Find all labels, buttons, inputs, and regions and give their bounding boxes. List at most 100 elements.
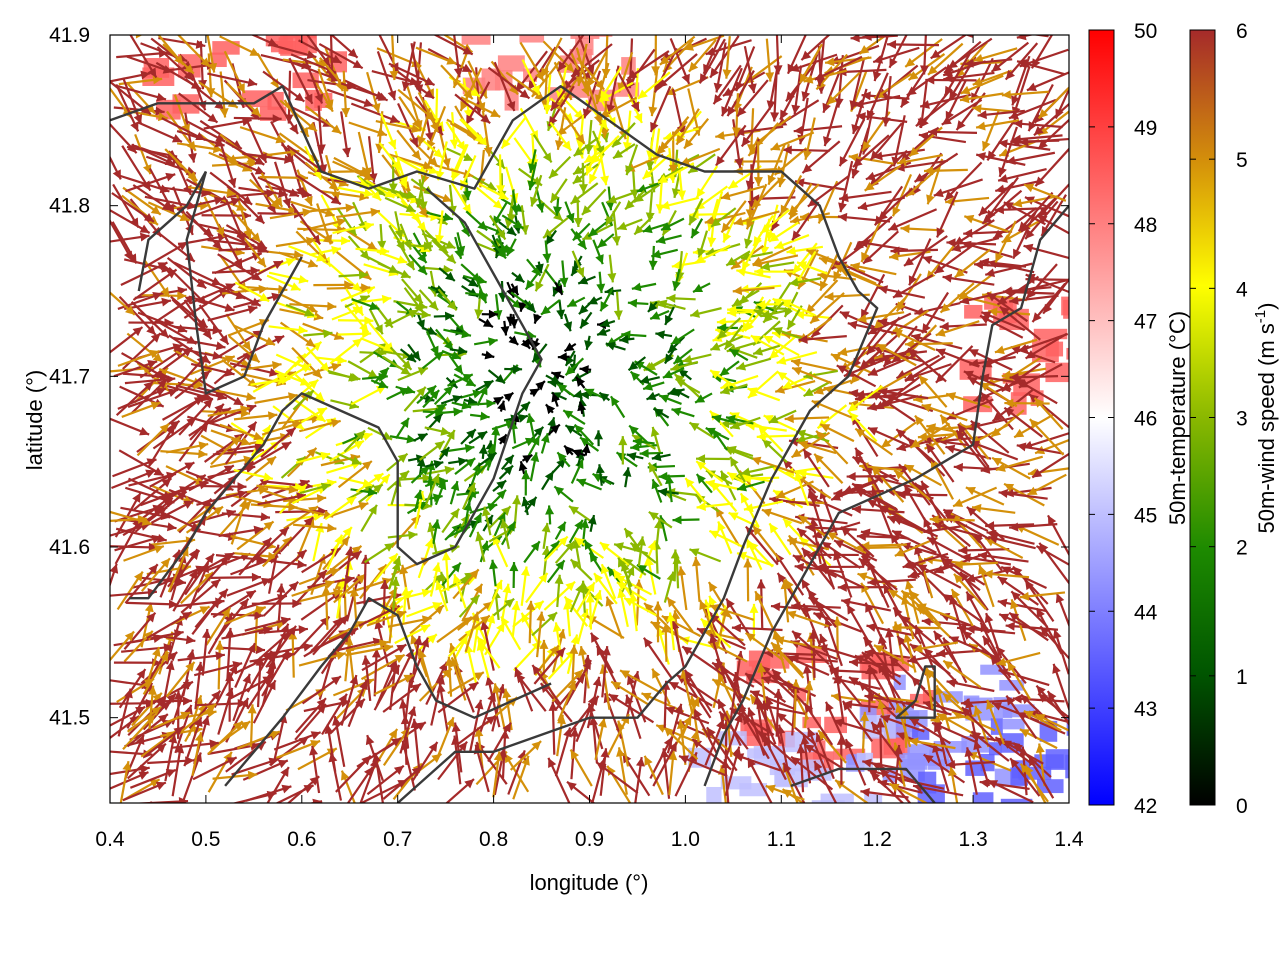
wind-arrow [468, 430, 488, 445]
wind-arrow [925, 442, 955, 483]
wind-arrow [647, 462, 663, 487]
wind-arrow [556, 35, 585, 72]
wind-arrow [329, 263, 363, 293]
wind-arrow [743, 46, 757, 94]
temperature-colorbar-tick-label: 45 [1134, 504, 1157, 527]
wind-arrow [120, 261, 168, 287]
temperature-cell [613, 14, 630, 31]
wind-arrow [813, 760, 838, 803]
wind-arrow [625, 144, 639, 176]
wind-arrow [757, 663, 767, 705]
wind-arrow [492, 751, 503, 798]
wind-arrow [110, 542, 158, 552]
wind-arrow [136, 422, 170, 457]
wind-arrow [453, 35, 463, 78]
temperature-colorbar-tick-label: 43 [1134, 698, 1157, 721]
contour-line [110, 84, 879, 803]
wind-arrow [672, 268, 681, 291]
wind-arrow [1040, 194, 1067, 237]
wind-arrow [872, 46, 920, 64]
wind-arrow [239, 126, 286, 144]
wind-arrow [762, 736, 787, 781]
wind-arrow [735, 357, 772, 371]
wind-arrow [110, 208, 151, 234]
wind-arrow [658, 471, 685, 481]
temperature-cell [820, 793, 854, 803]
wind-arrow [234, 642, 256, 688]
wind-arrow [1025, 332, 1068, 360]
wind-arrow [626, 452, 644, 461]
wind-arrow [590, 135, 620, 165]
wind-arrow [651, 35, 661, 76]
wind-arrow [454, 457, 476, 475]
wind-arrow [361, 655, 372, 702]
wind-arrow [861, 91, 910, 101]
wind-arrow [197, 278, 246, 300]
temperature-cell [999, 680, 1025, 691]
x-axis-label: longitude (°) [530, 870, 649, 895]
temperature-colorbar-tick-label: 48 [1134, 214, 1157, 237]
wind-arrow [833, 264, 877, 285]
wind-arrow [830, 479, 878, 501]
wind-arrow [846, 471, 896, 481]
wind-arrow [493, 61, 516, 112]
wind-arrow [981, 110, 1000, 152]
wind-arrow [1005, 151, 1056, 165]
wind-arrow [518, 460, 528, 475]
wind-arrow [122, 186, 162, 216]
wind-arrow [631, 282, 657, 292]
wind-arrow [417, 648, 434, 693]
wind-arrow [870, 390, 916, 423]
wind-arrow [986, 529, 1035, 545]
wind-arrow [218, 140, 237, 188]
wind-arrow [747, 707, 766, 756]
wind-arrow [809, 292, 845, 325]
wind-arrow [540, 299, 561, 316]
wind-arrow [477, 451, 498, 467]
wind-arrow [688, 421, 716, 440]
wind-arrow [1001, 90, 1049, 100]
wind-arrow [487, 369, 506, 385]
wind-arrow [556, 383, 575, 397]
wind-arrow [206, 35, 218, 73]
wind-arrow [651, 248, 678, 259]
wind-arrow [870, 721, 903, 763]
temperature-cell [439, 15, 460, 31]
wind-colorbar-label-exp: -1 [1252, 310, 1269, 323]
wind-arrow [549, 121, 572, 152]
wind-arrow [541, 522, 551, 549]
wind-arrow [501, 214, 525, 230]
wind-arrow [492, 395, 504, 406]
wind-arrow [854, 447, 882, 494]
wind-arrow [601, 646, 611, 698]
wind-arrow [388, 157, 398, 193]
wind-arrow [1017, 191, 1054, 232]
wind-arrow [791, 65, 803, 115]
wind-colorbar-tick-label: 4 [1236, 278, 1248, 301]
wind-arrow [1033, 102, 1069, 137]
wind-arrow [959, 92, 1004, 104]
x-tick-label: 0.9 [575, 828, 604, 851]
wind-arrow [313, 280, 354, 290]
x-tick-label: 1.4 [1054, 828, 1084, 851]
wind-arrow [209, 171, 253, 206]
wind-arrow [941, 98, 983, 126]
wind-arrow [823, 96, 841, 147]
wind-arrow [485, 675, 501, 728]
wind-arrow [529, 426, 545, 441]
wind-arrow [324, 495, 357, 521]
wind-arrow [587, 514, 597, 532]
wind-arrow [438, 267, 456, 282]
wind-arrow [116, 571, 144, 611]
wind-arrow [337, 452, 362, 466]
wind-arrow [650, 426, 661, 453]
wind-arrow [111, 192, 155, 223]
wind-arrow [456, 714, 497, 746]
wind-arrow [613, 291, 623, 320]
temperature-cell [249, 35, 280, 36]
wind-arrow [709, 613, 746, 647]
wind-arrow [512, 600, 545, 628]
wind-arrow [986, 291, 1029, 323]
wind-arrow [192, 756, 238, 781]
